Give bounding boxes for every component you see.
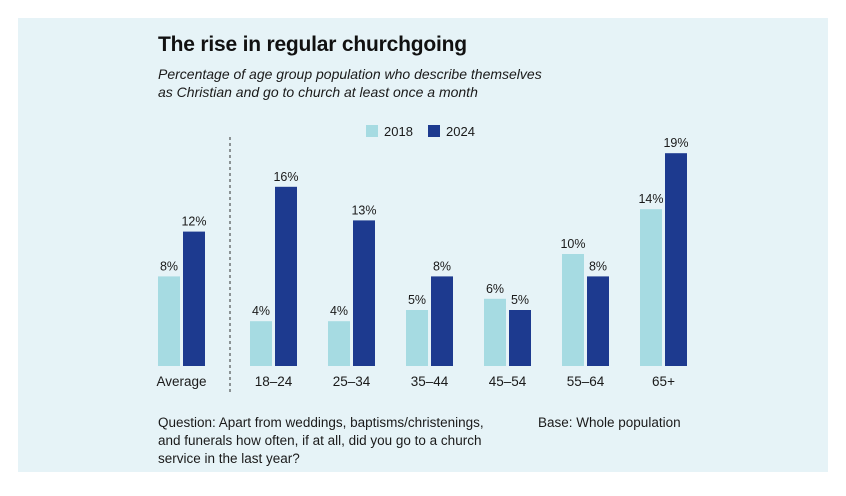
data-label-2018-45–54: 6% xyxy=(486,282,504,296)
legend-label-2018: 2018 xyxy=(384,124,413,139)
legend-swatch-2024 xyxy=(428,125,440,137)
bar-2024-55–64 xyxy=(587,276,609,366)
category-label-35–44: 35–44 xyxy=(411,374,449,389)
category-label-25–34: 25–34 xyxy=(333,374,371,389)
category-label-65+: 65+ xyxy=(652,374,675,389)
question-line-2: and funerals how often, if at all, did y… xyxy=(158,433,482,448)
bar-2024-35–44 xyxy=(431,276,453,366)
data-label-2018-Average: 8% xyxy=(160,259,178,273)
data-label-2018-65+: 14% xyxy=(638,192,663,206)
legend-swatch-2018 xyxy=(366,125,378,137)
bar-2024-65+ xyxy=(665,153,687,366)
data-label-2024-35–44: 8% xyxy=(433,259,451,273)
category-label-45–54: 45–54 xyxy=(489,374,527,389)
data-label-2024-Average: 12% xyxy=(181,215,206,229)
bar-2018-18–24 xyxy=(250,321,272,366)
bar-2024-18–24 xyxy=(275,186,297,366)
bar-2018-65+ xyxy=(640,209,662,366)
chart-title: The rise in regular churchgoing xyxy=(158,33,467,56)
bar-2024-25–34 xyxy=(353,220,375,366)
data-label-2018-25–34: 4% xyxy=(330,304,348,318)
legend-label-2024: 2024 xyxy=(446,124,475,139)
chart-subtitle-line-2: as Christian and go to church at least o… xyxy=(158,84,478,100)
data-label-2024-25–34: 13% xyxy=(351,203,376,217)
data-label-2018-55–64: 10% xyxy=(560,237,585,251)
bar-2018-55–64 xyxy=(562,254,584,366)
data-label-2018-18–24: 4% xyxy=(252,304,270,318)
chart-panel xyxy=(18,18,828,472)
data-label-2024-65+: 19% xyxy=(663,136,688,150)
data-label-2024-18–24: 16% xyxy=(273,170,298,184)
chart-subtitle-line-1: Percentage of age group population who d… xyxy=(158,66,542,82)
data-label-2024-55–64: 8% xyxy=(589,259,607,273)
bar-2018-35–44 xyxy=(406,310,428,366)
bar-2018-25–34 xyxy=(328,321,350,366)
question-line-1: Question: Apart from weddings, baptisms/… xyxy=(158,415,484,430)
base-note: Base: Whole population xyxy=(538,415,681,430)
question-line-3: service in the last year? xyxy=(158,451,300,466)
question-note: Question: Apart from weddings, baptisms/… xyxy=(158,414,513,468)
bar-2024-45–54 xyxy=(509,310,531,366)
data-label-2018-35–44: 5% xyxy=(408,293,426,307)
bar-2024-Average xyxy=(183,231,205,366)
category-label-55–64: 55–64 xyxy=(567,374,605,389)
data-label-2024-45–54: 5% xyxy=(511,293,529,307)
bar-2018-Average xyxy=(158,276,180,366)
bar-2018-45–54 xyxy=(484,298,506,366)
category-label-18–24: 18–24 xyxy=(255,374,293,389)
category-label-Average: Average xyxy=(156,374,206,389)
